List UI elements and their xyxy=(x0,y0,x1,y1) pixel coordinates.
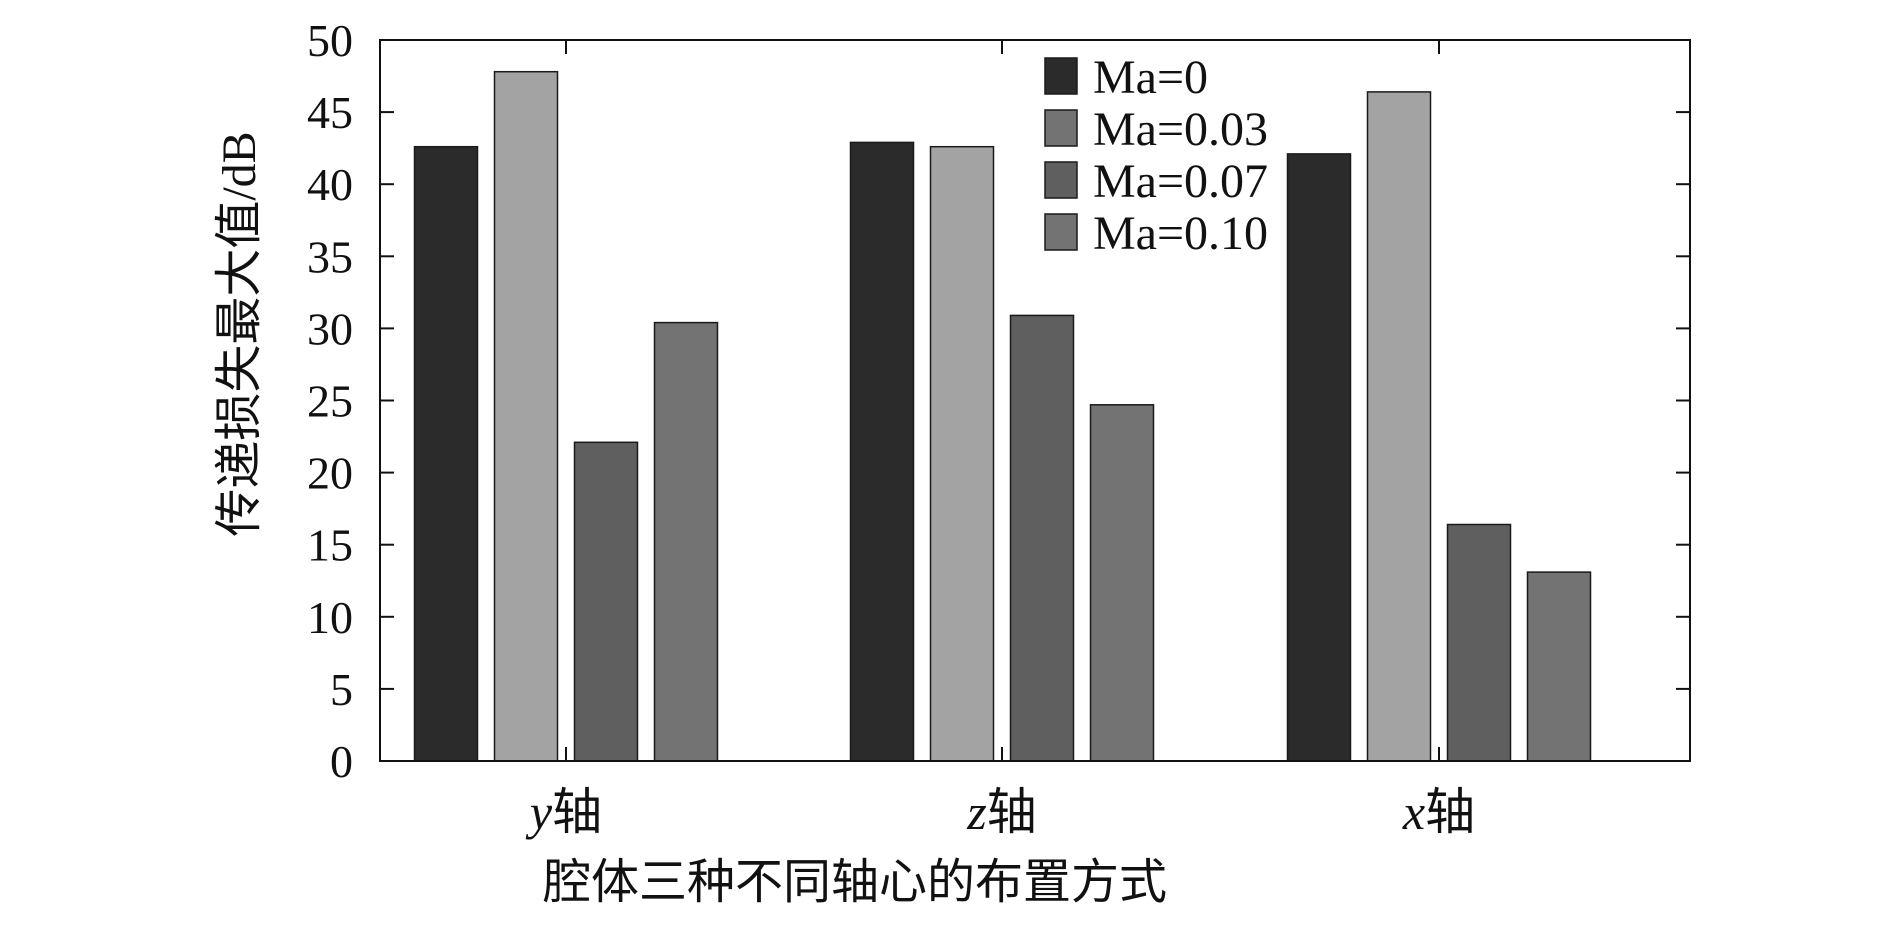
bar-y-series-3 xyxy=(653,321,719,762)
bar-x-series-2 xyxy=(1446,523,1512,762)
x-axis-title: 腔体三种不同轴心的布置方式 xyxy=(543,856,1167,909)
y-tick-label-0: 0 xyxy=(330,736,353,787)
x-category-axis-letter: z xyxy=(966,784,986,840)
y-axis-title: 传递损失最大值/dB xyxy=(213,131,266,536)
legend-label-0: Ma=0 xyxy=(1093,51,1208,104)
x-category-label-x: x轴 xyxy=(1402,784,1475,840)
bar-x-series-3 xyxy=(1526,571,1592,762)
x-category-suffix: 轴 xyxy=(987,784,1037,840)
y-tick-label-45: 45 xyxy=(307,87,353,138)
bar-z-series-1 xyxy=(929,145,995,762)
y-tick-label-20: 20 xyxy=(307,448,353,499)
x-category-label-y: y轴 xyxy=(525,784,602,840)
x-category-axis-letter: x xyxy=(1402,784,1425,840)
y-tick-label-5: 5 xyxy=(330,664,353,715)
y-tick-label-50: 50 xyxy=(307,15,353,66)
y-tick-label-25: 25 xyxy=(307,376,353,427)
legend-swatch-3 xyxy=(1044,213,1078,251)
bar-x-series-0 xyxy=(1286,153,1352,762)
bar-z-series-2 xyxy=(1009,314,1075,762)
y-ticks-layer: 0 5 10 15 20 25 30 35 40 45 50 xyxy=(307,15,1690,787)
y-tick-label-40: 40 xyxy=(307,159,353,210)
legend-label-3: Ma=0.10 xyxy=(1093,207,1268,260)
y-tick-label-35: 35 xyxy=(307,231,353,282)
legend-swatch-2 xyxy=(1044,161,1078,199)
bar-z-series-3 xyxy=(1089,404,1155,762)
legend-swatch-0 xyxy=(1044,57,1078,95)
legend-label-1: Ma=0.03 xyxy=(1093,103,1268,156)
bar-y-series-1 xyxy=(493,70,559,762)
legend-swatch-1 xyxy=(1044,109,1078,147)
x-category-label-z: z轴 xyxy=(966,784,1036,840)
x-categories-layer: y轴 z轴 x轴 xyxy=(525,40,1475,840)
x-category-suffix: 轴 xyxy=(552,784,602,840)
y-tick-label-10: 10 xyxy=(307,592,353,643)
bar-x-series-1 xyxy=(1366,91,1432,762)
bar-y-series-2 xyxy=(573,441,639,762)
legend-label-2: Ma=0.07 xyxy=(1093,155,1268,208)
x-category-axis-letter: y xyxy=(525,784,553,840)
bars-layer xyxy=(413,70,1592,762)
bar-z-series-0 xyxy=(849,141,915,762)
bar-y-series-0 xyxy=(413,145,479,762)
y-tick-label-30: 30 xyxy=(307,303,353,354)
x-category-suffix: 轴 xyxy=(1425,784,1475,840)
y-tick-label-15: 15 xyxy=(307,520,353,571)
